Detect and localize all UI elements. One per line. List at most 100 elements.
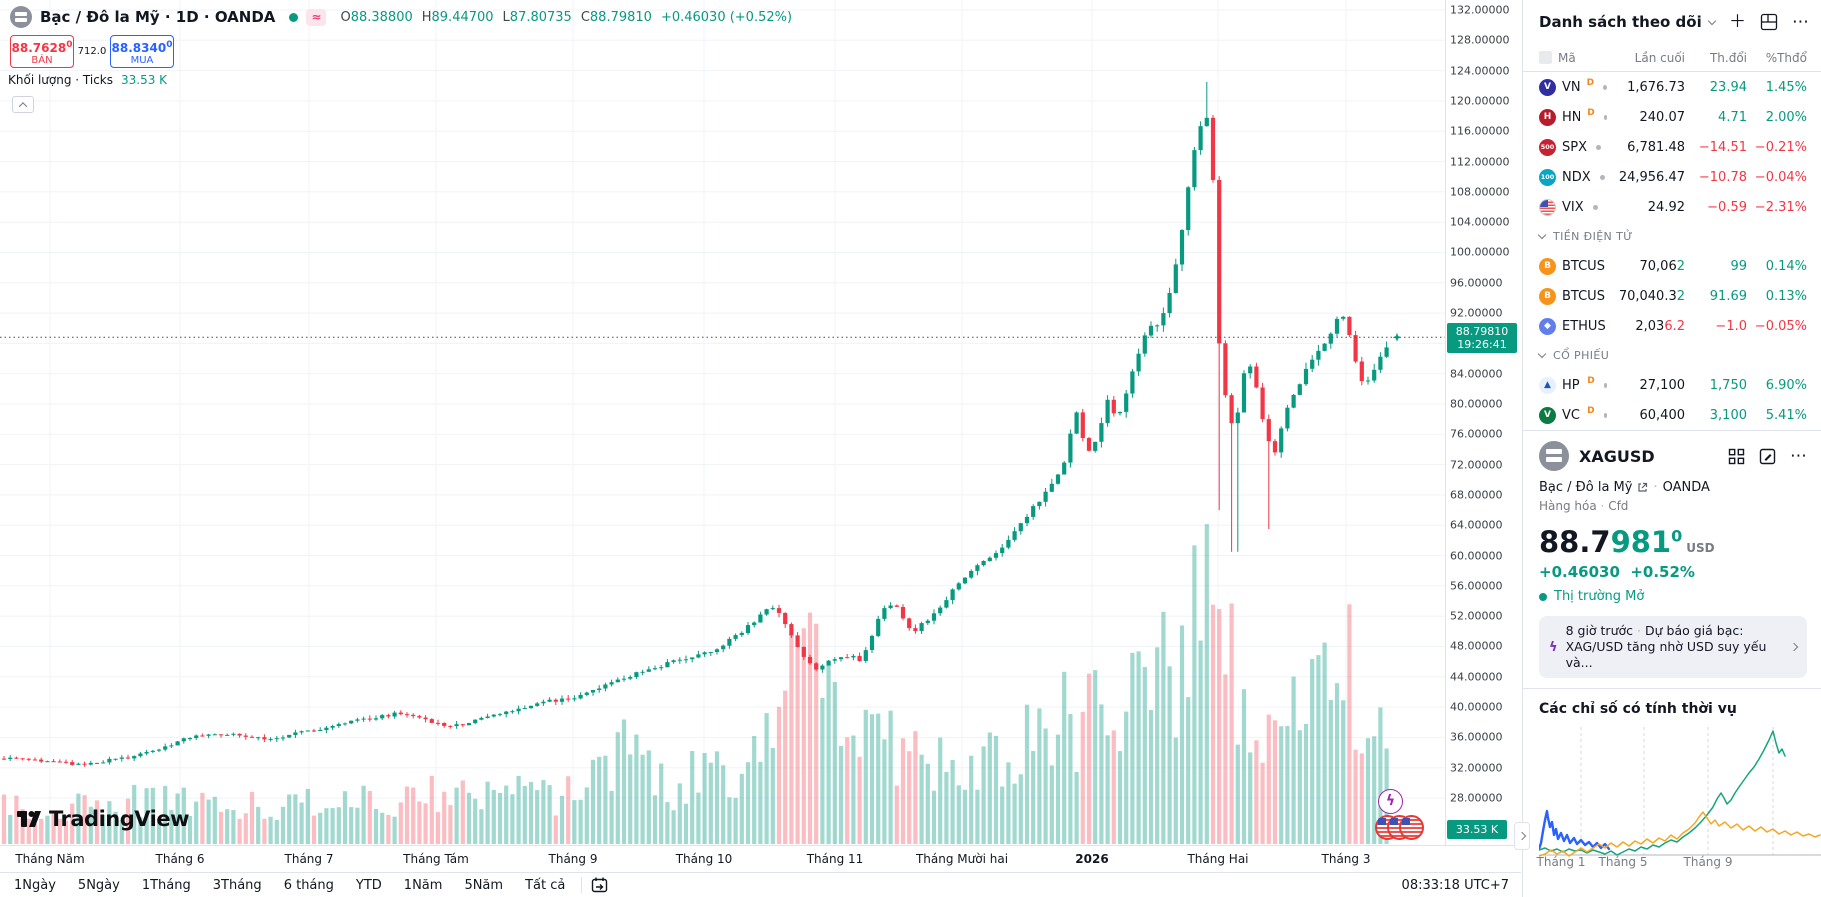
watchlist-row-vcb[interactable]: V VCB D 60,400 3,100 5.41%: [1523, 400, 1821, 430]
range-button-1năm[interactable]: 1Năm: [403, 877, 443, 893]
clock-utc-label[interactable]: 08:33:18 UTC+7: [1401, 877, 1509, 893]
range-button-ytd[interactable]: YTD: [355, 877, 382, 893]
change-value: −1.0: [1715, 318, 1747, 334]
order-widget: 88.76280 BÁN 712.0 88.83400 MUA: [10, 35, 174, 68]
range-button-5năm[interactable]: 5Năm: [464, 877, 504, 893]
price-axis-label: 56.00000: [1450, 579, 1503, 593]
current-price-label: 88.79810 19:26:41: [1447, 323, 1517, 354]
watchlist-header: Danh sách theo dõi ＋ ⋯: [1523, 0, 1821, 44]
price-axis-label: 92.00000: [1450, 306, 1503, 320]
watchlist-row-spx[interactable]: 500 SPX 6,781.48 −14.51 −0.21%: [1523, 132, 1821, 162]
watchlist-layout-button[interactable]: [1760, 13, 1778, 31]
range-button-6-tháng[interactable]: 6 tháng: [283, 877, 334, 893]
watchlist-row-vix[interactable]: VIX 24.92 −0.59 −2.31%: [1523, 192, 1821, 222]
symbol-description[interactable]: Bạc / Đô la Mỹ: [1539, 480, 1633, 495]
range-button-1tháng[interactable]: 1Tháng: [141, 877, 191, 893]
buy-button[interactable]: 88.83400 MUA: [110, 35, 174, 68]
time-axis-label: Tháng 9: [548, 852, 598, 866]
tradingview-logo-icon: [17, 811, 41, 827]
change-value: −10.78: [1698, 169, 1747, 185]
panel-grid-button[interactable]: [1728, 448, 1745, 465]
time-axis-label: Tháng 10: [675, 852, 733, 866]
seasonal-panel: Các chỉ số có tính thời vụ Tháng 1 Tháng …: [1523, 688, 1821, 869]
watchlist-title-dropdown[interactable]: Danh sách theo dõi: [1539, 13, 1716, 31]
vni-symbol-icon: V: [1539, 78, 1556, 96]
btcus-symbol-icon: B: [1539, 257, 1556, 275]
chevron-right-icon: [1789, 642, 1799, 652]
candlestick-chart[interactable]: [0, 0, 1445, 845]
panel-more-options-button[interactable]: ⋯: [1790, 445, 1807, 466]
volume-legend[interactable]: Khối lượng · Ticks 33.53 K: [8, 73, 168, 87]
watchlist-row-hnx[interactable]: H HNX D 240.07 4.71 2.00%: [1523, 102, 1821, 132]
price-axis-label: 48.00000: [1450, 639, 1503, 653]
change-percent: −2.31%: [1754, 199, 1807, 215]
range-button-tất-cả[interactable]: Tất cả: [525, 877, 566, 893]
price-axis-label: 116.00000: [1450, 124, 1510, 138]
tradingview-logo[interactable]: TradingView: [16, 806, 189, 832]
lightning-event-marker-icon[interactable]: ϟ: [1378, 789, 1403, 814]
external-link-icon[interactable]: [1637, 482, 1648, 493]
seasonal-title: Các chỉ số có tính thời vụ: [1539, 701, 1737, 717]
range-buttons: 1Ngày 5Ngày 1Tháng 3Tháng 6 tháng YTD 1Năm 5Năm…: [0, 878, 573, 893]
change-percent: 2.00%: [1765, 109, 1807, 125]
time-axis-label: Tháng 11: [806, 852, 864, 866]
seasonal-month-label: Tháng 5: [1598, 855, 1648, 869]
change-percent: 0.14%: [1765, 258, 1807, 274]
watchlist-row-ethus[interactable]: ◆ ETHUS 2,036.2 −1.0 −0.05%: [1523, 311, 1821, 341]
sidebar-collapse-handle[interactable]: [1514, 822, 1530, 850]
range-button-1ngày[interactable]: 1Ngày: [14, 877, 56, 893]
price-axis-label: 96.00000: [1450, 276, 1503, 290]
market-closed-dot-icon: [1592, 204, 1598, 210]
watchlist-row-vni[interactable]: V VNI D 1,676.73 23.94 1.45%: [1523, 72, 1821, 102]
watchlist-more-options-button[interactable]: ⋯: [1792, 11, 1809, 32]
watchlist-row-hpg[interactable]: ▲ HPG D 27,100 1,750 6.90%: [1523, 370, 1821, 400]
change-percent: −0.21%: [1754, 139, 1807, 155]
time-axis[interactable]: Tháng Năm Tháng 6 Tháng 7 Tháng Tám Tháng 9 T…: [0, 845, 1521, 872]
change-percent: −0.05%: [1754, 318, 1807, 334]
symbol-price: 88.79810USD: [1539, 525, 1715, 559]
price-axis-label: 72.00000: [1450, 458, 1503, 472]
price-axis-border: [1445, 0, 1446, 845]
go-to-date-button[interactable]: [590, 876, 609, 895]
time-axis-label: Tháng Năm: [15, 852, 85, 866]
header-change-value: +0.46030 (+0.52%): [660, 9, 793, 25]
range-button-5ngày[interactable]: 5Ngày: [77, 877, 120, 893]
sell-button[interactable]: 88.76280 BÁN: [10, 35, 74, 68]
change-value: −14.51: [1698, 139, 1747, 155]
change-percent: −0.04%: [1754, 169, 1807, 185]
range-button-3tháng[interactable]: 3Tháng: [212, 877, 262, 893]
last-price: 60,400: [1639, 407, 1686, 423]
flag-column-icon[interactable]: [1539, 51, 1552, 64]
seasonal-line-chart[interactable]: [1537, 723, 1821, 865]
time-axis-label: Tháng 7: [284, 852, 334, 866]
pane-collapse-button[interactable]: [12, 96, 34, 113]
us-flag-event-marker-icon[interactable]: [1399, 815, 1424, 840]
volume-axis-label: 33.53 K: [1447, 820, 1507, 839]
watchlist-row-btcus[interactable]: B BTCUS 70,040.32 91.69 0.13%: [1523, 281, 1821, 311]
spx-symbol-icon: 500: [1539, 138, 1556, 156]
price-axis-label: 80.00000: [1450, 397, 1503, 411]
apps-grid-icon: [1728, 448, 1745, 464]
watchlist-group-tiền-điện-tử[interactable]: TIỀN ĐIỆN TỬ: [1523, 222, 1821, 251]
watchlist-row-ndx[interactable]: 100 NDX 24,956.47 −10.78 −0.04%: [1523, 162, 1821, 192]
price-axis-label: 64.00000: [1450, 518, 1503, 532]
symbol-title[interactable]: Bạc / Đô la Mỹ · 1D · OANDA: [40, 8, 276, 26]
ohlc-item: O88.38800: [340, 9, 413, 25]
delayed-data-badge: D: [1587, 376, 1595, 386]
last-price: 27,100: [1639, 377, 1686, 393]
approx-data-badge[interactable]: ≈: [306, 8, 327, 26]
watchlist-group-cổ-phiếu[interactable]: CỔ PHIẾU: [1523, 341, 1821, 370]
watchlist-row-btcus[interactable]: B BTCUS 70,062 99 0.14%: [1523, 251, 1821, 281]
change-value: 99: [1730, 258, 1747, 274]
ethus-symbol-icon: ◆: [1539, 317, 1556, 335]
symbol-name[interactable]: XAGUSD: [1579, 446, 1655, 466]
ohlc-item: L87.80735: [502, 9, 572, 25]
right-sidebar: Danh sách theo dõi ＋ ⋯ Mã Lần cuối Th.đổ…: [1514, 0, 1821, 897]
last-price: 240.07: [1639, 109, 1686, 125]
seasonal-month-label: Tháng 9: [1683, 855, 1733, 869]
news-card[interactable]: ϟ 8 giờ trước · Dự báo giá bạc: XAG/USD …: [1539, 616, 1807, 678]
edit-note-button[interactable]: [1759, 448, 1776, 465]
watchlist-column-headers[interactable]: Mã Lần cuối Th.đổi %Thđổ: [1523, 44, 1821, 72]
add-symbol-button[interactable]: ＋: [1729, 11, 1746, 32]
candles: [1, 82, 1389, 767]
